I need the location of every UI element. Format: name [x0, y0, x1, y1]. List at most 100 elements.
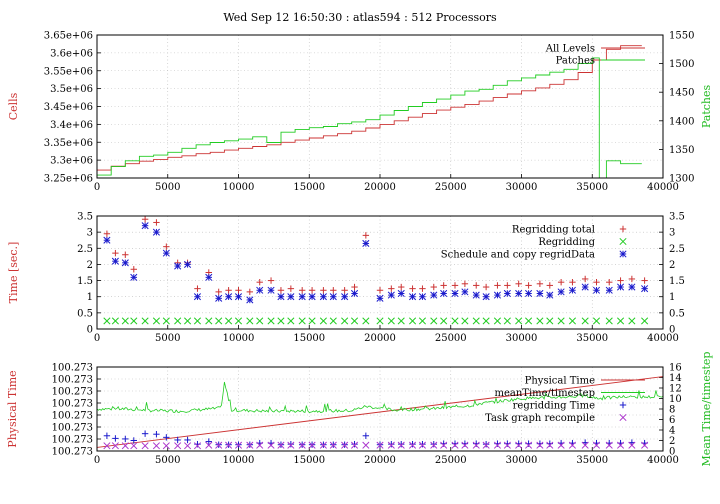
data-point	[440, 317, 448, 325]
data-point	[287, 293, 295, 301]
legend-label: meanTime/timestep	[494, 388, 595, 399]
data-point	[235, 287, 242, 294]
data-point	[536, 441, 544, 449]
data-point	[451, 289, 459, 298]
data-point	[409, 285, 416, 292]
data-point	[256, 278, 263, 286]
data-point	[461, 317, 469, 325]
y-tick-label: 100.273	[52, 387, 93, 398]
x-tick-label: 15000	[293, 182, 325, 193]
data-point	[440, 441, 448, 449]
data-point	[473, 282, 480, 289]
data-point	[174, 317, 182, 325]
data-point	[581, 283, 589, 291]
data-point	[592, 286, 601, 294]
data-point	[298, 441, 306, 449]
data-point	[419, 440, 426, 448]
data-point	[557, 317, 565, 325]
data-point	[153, 431, 160, 438]
data-point	[193, 293, 202, 301]
data-point	[397, 289, 405, 298]
data-point	[256, 441, 264, 449]
data-point	[641, 317, 649, 325]
y-tick-label: 3.45e+06	[44, 102, 93, 113]
data-point	[277, 293, 285, 301]
y-right-tick-label: 3	[669, 228, 675, 239]
data-point	[568, 286, 576, 294]
data-point	[267, 317, 275, 325]
x-tick-label: 0	[94, 333, 100, 344]
y2-tick-label: 16	[669, 363, 682, 374]
y2-tick-label: 1300	[669, 174, 694, 185]
y-tick-label: 100.273	[52, 435, 93, 446]
data-point	[141, 216, 149, 223]
data-point	[628, 283, 636, 291]
data-point	[362, 432, 370, 439]
legend-swatch	[619, 225, 627, 233]
y2-tick-label: 1400	[669, 116, 694, 127]
data-point	[277, 287, 285, 294]
data-point	[418, 441, 427, 449]
data-point	[225, 287, 232, 294]
data-point	[397, 441, 405, 449]
data-point	[605, 317, 613, 325]
data-point	[362, 232, 370, 239]
data-point	[440, 289, 448, 298]
data-point	[536, 280, 544, 287]
y-right-tick-label: 0.5	[669, 308, 685, 319]
data-point	[205, 438, 212, 445]
data-point	[130, 437, 137, 444]
y2-tick-label: 1450	[669, 88, 694, 99]
data-point	[351, 283, 358, 291]
data-point	[525, 282, 532, 289]
data-point	[130, 317, 138, 325]
data-point	[234, 317, 243, 325]
data-point	[581, 441, 589, 449]
y2-tick-label: 2	[669, 436, 675, 447]
data-point	[408, 317, 417, 325]
data-point	[503, 441, 511, 449]
y-tick-label: 1	[87, 292, 93, 303]
data-point	[215, 441, 223, 449]
y-tick-label: 3.65e+06	[44, 31, 93, 42]
y-tick-label: 100.273	[52, 411, 93, 422]
data-point	[515, 317, 523, 325]
data-point	[329, 293, 337, 301]
x-tick-label: 25000	[435, 333, 467, 344]
legend-label: regridding Time	[513, 401, 595, 412]
y-tick-label: 100.273	[52, 447, 93, 458]
data-point	[225, 441, 233, 449]
data-point	[234, 293, 243, 301]
y-tick-label: 3	[87, 228, 93, 239]
data-point	[482, 317, 490, 325]
legend-label: All Levels	[545, 44, 595, 55]
y-tick-label: 3.25e+06	[44, 174, 93, 185]
y-tick-label: 100.273	[52, 423, 93, 434]
data-point	[141, 222, 149, 230]
panel-cells-patches: 0 5000 10000 15000 20000 25000 30000 35000 40000…	[7, 31, 713, 194]
series-line	[96, 376, 664, 448]
y2-tick-label: 1500	[669, 59, 694, 70]
data-point	[193, 317, 202, 325]
data-point	[256, 317, 264, 325]
data-point	[287, 285, 295, 292]
y-right-tick-label: 0	[669, 325, 675, 336]
data-point	[103, 432, 111, 439]
y2-axis-label: Patches	[700, 85, 713, 129]
data-point	[225, 293, 233, 301]
x-tick-label: 10000	[223, 333, 255, 344]
data-point	[130, 273, 138, 281]
y2-tick-label: 12	[669, 384, 682, 395]
y2-tick-label: 14	[669, 373, 682, 384]
data-point	[461, 288, 469, 296]
data-point	[628, 441, 636, 449]
data-point	[163, 243, 170, 250]
data-point	[350, 441, 359, 449]
data-point	[387, 441, 395, 449]
data-point	[215, 288, 222, 296]
data-point	[557, 278, 565, 286]
data-point	[298, 293, 306, 301]
data-point	[536, 289, 544, 298]
data-point	[494, 282, 501, 289]
y-right-tick-label: 2.5	[669, 244, 685, 255]
